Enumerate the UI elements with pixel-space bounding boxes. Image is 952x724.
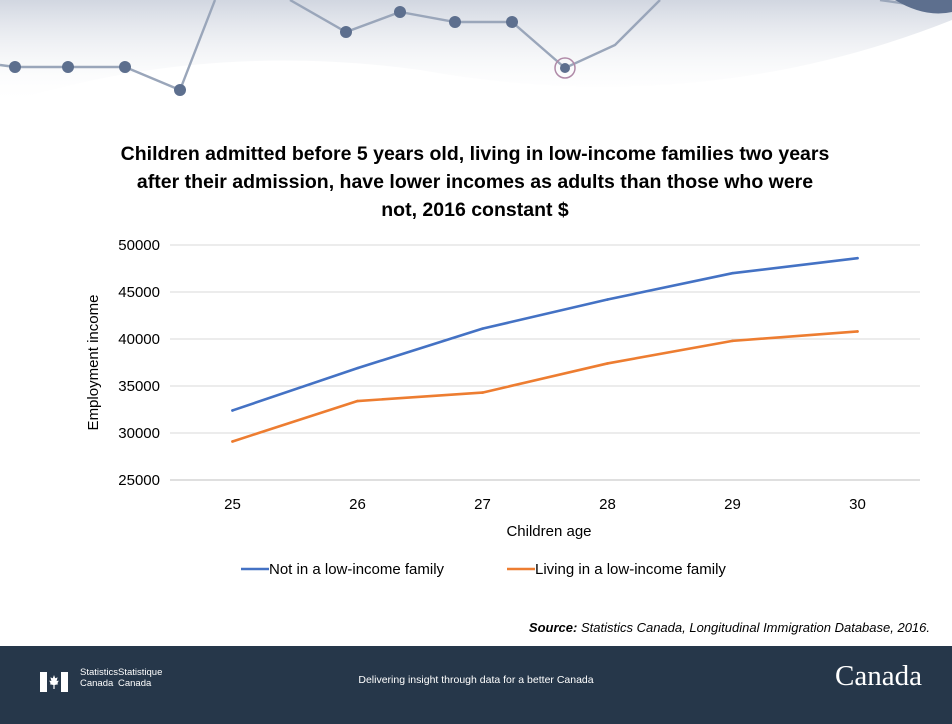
- x-tick-label: 26: [349, 496, 366, 513]
- y-tick-label: 30000: [118, 425, 160, 442]
- y-tick-label: 40000: [118, 331, 160, 348]
- series-line-1: [231, 256, 859, 412]
- y-tick-label: 35000: [118, 378, 160, 395]
- signature-en: Statistics Canada: [80, 667, 118, 689]
- canada-wordmark: Canada: [835, 660, 922, 692]
- data-point: [481, 327, 484, 330]
- source-label: Source:: [528, 620, 578, 635]
- source-text: Statistics Canada, Longitudinal Immigrat…: [580, 620, 930, 635]
- legend-label-1: Not in a low-income family: [269, 561, 445, 578]
- legend-label-2: Living in a low-income family: [535, 561, 726, 578]
- series-line-2: [231, 330, 859, 443]
- data-point: [856, 256, 859, 260]
- data-point: [356, 399, 359, 403]
- data-point: [481, 391, 484, 394]
- y-tick-label: 45000: [118, 284, 160, 301]
- data-point: [606, 362, 609, 365]
- data-point: [231, 409, 234, 412]
- footer-tagline: Delivering insight through data for a be…: [358, 674, 594, 686]
- source-note: Source: Statistics Canada, Longitudinal …: [529, 620, 930, 635]
- signature-fr-line1: Statistique: [118, 667, 163, 678]
- x-tick-label: 28: [599, 496, 616, 513]
- x-tick-label: 30: [849, 496, 866, 513]
- footer-bar: Statistics Canada Statistique Canada Del…: [0, 646, 952, 724]
- signature-fr-line2: Canada: [118, 678, 152, 689]
- line-chart: 25000 30000 35000 40000 45000 50000 25 26 27 28 29…: [85, 237, 920, 578]
- data-point: [606, 298, 609, 301]
- x-axis-title: Children age: [506, 523, 591, 540]
- y-tick-label: 25000: [118, 472, 160, 489]
- data-point: [731, 271, 734, 275]
- data-point: [231, 440, 234, 443]
- canada-flag-icon: [40, 672, 68, 692]
- data-point: [731, 339, 734, 343]
- signature-en-line1: Statistics: [80, 667, 119, 678]
- y-axis-title: Employment income: [85, 295, 102, 431]
- y-tick-label: 50000: [118, 237, 160, 254]
- signature-fr: Statistique Canada: [118, 667, 162, 689]
- data-point: [856, 330, 859, 333]
- x-tick-label: 27: [474, 496, 491, 513]
- x-tick-label: 29: [724, 496, 741, 513]
- network-nodes-banner-icon: [0, 0, 952, 105]
- data-point: [356, 366, 359, 370]
- x-tick-label: 25: [224, 496, 241, 513]
- signature-en-line2: Canada: [80, 678, 114, 689]
- chart-title: Children admitted before 5 years old, li…: [120, 143, 830, 221]
